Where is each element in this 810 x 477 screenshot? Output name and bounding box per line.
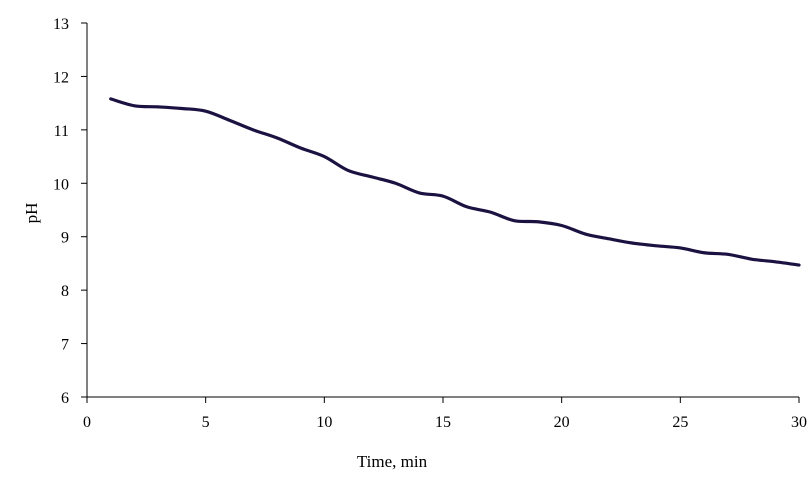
y-tick-label: 11 [54, 123, 69, 140]
series-group [109, 97, 801, 267]
x-tick-label: 25 [672, 414, 688, 431]
x-tick-label: 10 [316, 414, 332, 431]
x-tick-label: 30 [791, 414, 807, 431]
y-tick-label: 8 [61, 283, 69, 300]
y-tick-label: 10 [53, 176, 69, 193]
tick-marks [81, 22, 800, 403]
axes [86, 23, 799, 398]
y-tick-label: 6 [61, 390, 69, 407]
x-tick-label: 5 [202, 414, 210, 431]
y-axis-title: pH [22, 203, 41, 224]
x-tick-label: 15 [435, 414, 451, 431]
y-tick-label: 12 [53, 69, 69, 86]
series-line [109, 97, 801, 267]
y-tick-label: 13 [53, 16, 69, 33]
x-axis-title: Time, min [357, 452, 428, 471]
x-tick-label: 0 [83, 414, 91, 431]
tick-labels: 6 7 8 9 10 11 12 13 0 5 10 15 20 25 30 [53, 16, 807, 431]
y-tick-label: 7 [61, 337, 69, 354]
y-tick-label: 9 [61, 230, 69, 247]
x-tick-label: 20 [554, 414, 570, 431]
